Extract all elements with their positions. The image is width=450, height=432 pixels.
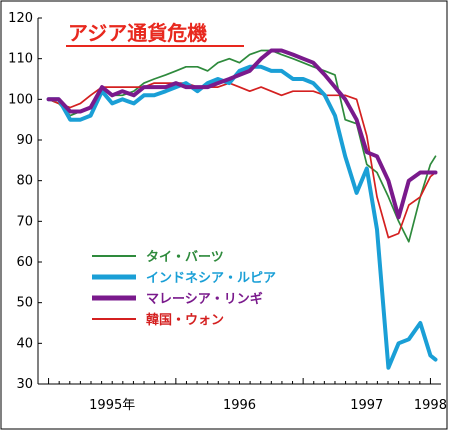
- x-tick-label: 1998: [414, 398, 447, 413]
- y-tick-label: 100: [8, 92, 33, 107]
- y-tick-label: 40: [16, 336, 33, 351]
- legend-label-3: マレーシア・リンギ: [146, 291, 263, 307]
- chart-title: アジア通貨危機: [68, 21, 207, 45]
- x-tick-label: 1997: [350, 398, 383, 413]
- x-tick-label: 1996: [223, 398, 256, 413]
- series-line-4: [47, 82, 437, 239]
- y-tick-label: 120: [8, 11, 33, 26]
- series-layer: [46, 48, 438, 370]
- y-tick-label: 60: [16, 255, 33, 270]
- legend-label-1: タイ・バーツ: [146, 250, 224, 265]
- plot-area: 30 40 50 60 70 80 90 100 110 120 1995年 1996 1997 1998: [8, 11, 447, 413]
- series-line-3: [46, 48, 438, 220]
- y-tick-label: 50: [16, 296, 33, 311]
- y-tick-label: 70: [16, 214, 33, 229]
- y-tick-label: 90: [16, 133, 33, 148]
- x-tick-label: 1995年: [89, 398, 135, 413]
- y-tick-label: 110: [8, 52, 33, 67]
- y-tick-label: 30: [16, 377, 33, 392]
- legend-label-4: 韓国・ウォン: [146, 312, 224, 328]
- y-tick-label: 80: [16, 174, 33, 189]
- series-line-2: [46, 64, 438, 370]
- legend-label-2: インドネシア・ルピア: [146, 271, 276, 286]
